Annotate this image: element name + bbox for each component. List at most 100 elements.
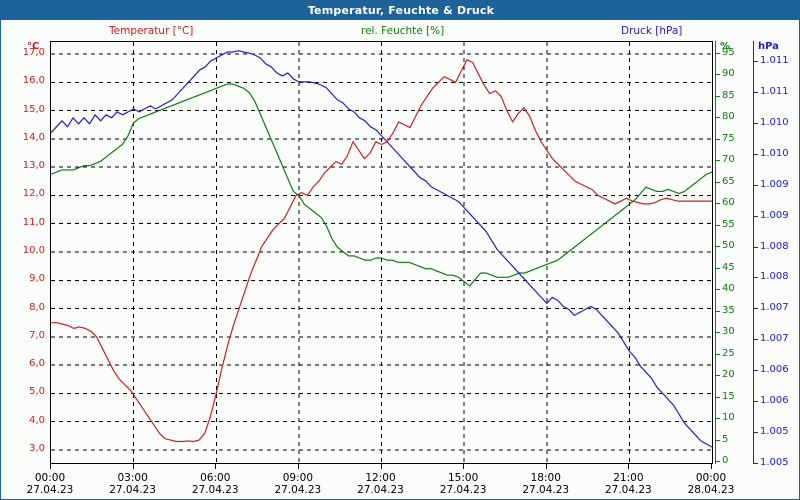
x-axis-tick bbox=[545, 464, 547, 469]
humidity-axis-tick bbox=[716, 310, 720, 312]
x-axis-tick-time: 18:00 bbox=[530, 472, 561, 484]
x-axis-tick-label: 12:00 27.04.23 bbox=[346, 472, 416, 496]
pressure-axis-tick-label: 1.010 bbox=[760, 147, 789, 159]
humidity-axis-tick-label: 25 bbox=[722, 347, 735, 359]
humidity-axis-tick bbox=[716, 224, 720, 226]
pressure-axis-tick bbox=[754, 432, 758, 434]
x-axis-tick-date: 27.04.23 bbox=[522, 484, 570, 496]
humidity-curve bbox=[51, 83, 712, 287]
x-axis-tick-label: 15:00 27.04.23 bbox=[428, 472, 498, 496]
left-axis-tick-label: 15,0 bbox=[22, 103, 45, 115]
pressure-axis-tick-label: 1.011 bbox=[760, 55, 789, 66]
left-axis-tick-label: 10,0 bbox=[22, 245, 45, 256]
pressure-axis-tick bbox=[754, 308, 758, 310]
pressure-axis-tick bbox=[754, 463, 758, 464]
x-axis-tick-date: 27.04.23 bbox=[274, 484, 322, 496]
humidity-axis-tick bbox=[716, 138, 720, 140]
pressure-axis-tick-label: 1.010 bbox=[760, 116, 789, 128]
x-axis-tick-date: 27.04.23 bbox=[439, 484, 487, 496]
pressure-axis-tick bbox=[754, 91, 758, 93]
left-axis-tick-label: 16,0 bbox=[22, 75, 45, 87]
x-axis-tick-time: 00:00 bbox=[695, 472, 727, 484]
x-axis-tick-label: 03:00 27.04.23 bbox=[98, 472, 168, 496]
left-axis-tick-label: 11,0 bbox=[22, 216, 45, 228]
x-axis-tick-date: 28.04.23 bbox=[687, 484, 735, 496]
window-title: Temperatur, Feuchte & Druck bbox=[307, 4, 495, 17]
humidity-axis-tick bbox=[716, 160, 720, 162]
x-axis-tick bbox=[380, 464, 382, 469]
humidity-axis-tick-label: 10 bbox=[722, 412, 735, 424]
pressure-axis-tick bbox=[754, 215, 758, 217]
left-axis-tick-label: 5,0 bbox=[29, 386, 45, 398]
humidity-axis-tick bbox=[716, 353, 720, 355]
x-axis-tick bbox=[463, 464, 465, 469]
x-axis-tick-time: 06:00 bbox=[200, 472, 231, 484]
humidity-axis-tick bbox=[716, 289, 720, 291]
pressure-axis-tick bbox=[754, 246, 758, 248]
legend-pressure: Druck [hPa] bbox=[621, 25, 682, 37]
pressure-axis-tick-label: 1.007 bbox=[760, 333, 789, 345]
x-axis-tick bbox=[50, 464, 51, 469]
humidity-axis-tick-label: 50 bbox=[722, 240, 735, 252]
pressure-axis-line bbox=[753, 41, 754, 464]
legend-pressure-label: Druck [hPa] bbox=[621, 25, 683, 37]
humidity-axis-tick-label: 95 bbox=[722, 47, 735, 58]
legend-humidity: rel. Feuchte [%] bbox=[361, 25, 444, 37]
left-axis-tick-label: 17,0 bbox=[22, 47, 45, 58]
humidity-axis-tick bbox=[716, 95, 720, 97]
x-axis-tick-time: 21:00 bbox=[613, 472, 644, 484]
humidity-axis-tick-label: 90 bbox=[722, 68, 735, 80]
x-axis-tick bbox=[628, 464, 630, 469]
humidity-axis-line bbox=[715, 41, 716, 464]
pressure-axis-tick-label: 1.008 bbox=[760, 271, 789, 283]
pressure-axis-tick bbox=[754, 153, 758, 155]
x-axis-tick-label: 09:00 27.04.23 bbox=[263, 472, 333, 496]
pressure-axis-tick-label: 1.009 bbox=[760, 178, 789, 190]
x-axis-tick-time: 00:00 bbox=[34, 472, 66, 484]
humidity-axis-tick bbox=[716, 418, 720, 420]
humidity-axis-tick-label: 75 bbox=[722, 132, 735, 144]
window-title-bar: Temperatur, Feuchte & Druck bbox=[1, 1, 800, 20]
pressure-axis-unit: hPa bbox=[758, 41, 779, 52]
legend-humidity-label: rel. Feuchte [%] bbox=[361, 25, 445, 37]
x-axis-tick-date: 27.04.23 bbox=[604, 484, 652, 496]
left-axis-unit: °C bbox=[27, 41, 40, 52]
x-axis-tick-date: 27.04.23 bbox=[191, 484, 239, 496]
humidity-axis-tick bbox=[716, 461, 720, 462]
humidity-axis-tick-label: 20 bbox=[722, 369, 735, 381]
humidity-axis-tick-label: 35 bbox=[722, 304, 735, 316]
plot-gridlines bbox=[51, 42, 712, 463]
left-axis-tick-label: 9,0 bbox=[29, 273, 45, 285]
humidity-axis-tick bbox=[716, 117, 720, 119]
x-axis-tick-time: 03:00 bbox=[117, 472, 148, 484]
left-axis-tick-label: 8,0 bbox=[29, 301, 45, 313]
x-axis-tick-label: 00:00 27.04.23 bbox=[15, 472, 85, 496]
x-axis-tick-date: 27.04.23 bbox=[109, 484, 156, 496]
x-axis-tick-label: 00:00 28.04.23 bbox=[676, 472, 746, 496]
plot-curves bbox=[51, 50, 712, 448]
x-axis-tick-label: 21:00 27.04.23 bbox=[593, 472, 663, 496]
left-axis-tick-label: 3,0 bbox=[29, 443, 45, 454]
humidity-axis-tick bbox=[716, 74, 720, 76]
humidity-axis-tick-label: 40 bbox=[722, 283, 735, 295]
pressure-axis-tick bbox=[754, 122, 758, 124]
legend-temperature-label: Temperatur [°C] bbox=[109, 25, 194, 37]
x-axis-tick-label: 06:00 27.04.23 bbox=[180, 472, 250, 496]
left-axis-tick-label: 12,0 bbox=[22, 188, 45, 200]
pressure-axis-tick-label: 1.009 bbox=[760, 209, 789, 221]
humidity-axis-tick-label: 15 bbox=[722, 390, 735, 402]
pressure-axis-tick bbox=[754, 401, 758, 403]
plot-area bbox=[50, 41, 713, 464]
humidity-axis-tick-label: 80 bbox=[722, 111, 735, 123]
humidity-axis-tick-label: 55 bbox=[722, 218, 735, 230]
humidity-axis-tick-label: 70 bbox=[722, 154, 735, 166]
left-axis-tick-label: 4,0 bbox=[29, 414, 45, 426]
humidity-axis-tick bbox=[716, 246, 720, 248]
pressure-curve bbox=[51, 50, 712, 448]
left-axis-tick-label: 13,0 bbox=[22, 160, 45, 172]
humidity-axis-tick bbox=[716, 375, 720, 377]
left-axis-tick-label: 14,0 bbox=[22, 131, 45, 143]
x-axis-tick bbox=[711, 464, 712, 469]
pressure-axis-tick-label: 1.007 bbox=[760, 302, 789, 314]
